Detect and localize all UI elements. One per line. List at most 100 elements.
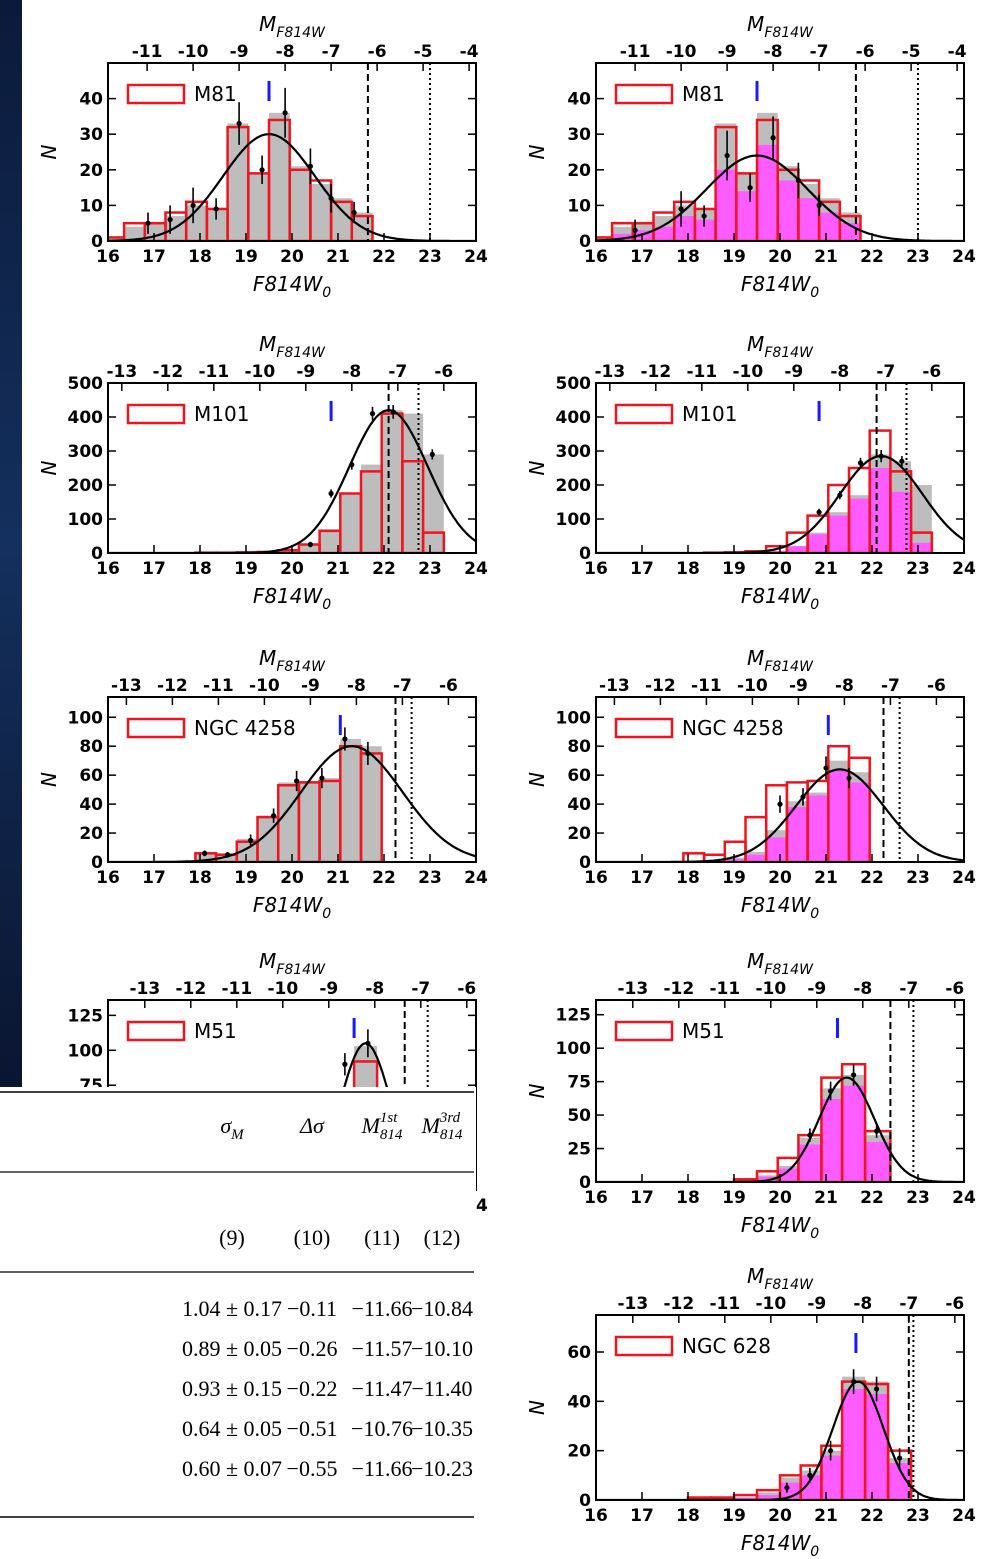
x2-axis-label: MF814W: [747, 332, 814, 361]
x2-axis-label-sub: F814W: [764, 345, 814, 361]
x2-tick-label: -6: [856, 42, 875, 62]
table-header: σM: [220, 1113, 245, 1143]
x-tick-label: 16: [584, 1506, 608, 1526]
x-axis-label-base: F814W: [253, 893, 324, 917]
hist-bar: [278, 550, 299, 553]
x2-tick-label: -8: [365, 979, 384, 999]
y-tick-label: 20: [567, 161, 591, 181]
data-point: [349, 462, 355, 468]
legend-swatch: [614, 1020, 674, 1042]
y-tick-label: 60: [79, 766, 103, 786]
data-point: [365, 750, 371, 757]
x2-tick-label: -7: [393, 676, 412, 696]
y-tick-label: 75: [567, 1073, 591, 1093]
hist-bar: [745, 854, 767, 862]
x-tick-label: 20: [280, 868, 304, 888]
x-tick-label: 19: [722, 1188, 746, 1208]
x2-tick-label: -8: [764, 42, 783, 62]
x2-tick-label: -6: [927, 676, 946, 696]
x-axis-label-base: F814W: [741, 1531, 812, 1555]
hist-bar: [821, 1099, 843, 1182]
x2-tick-label: -7: [411, 979, 430, 999]
x2-tick-label: -9: [319, 979, 338, 999]
hist-bar: [786, 546, 808, 553]
y-tick-label: 0: [91, 544, 103, 564]
table-cell: −11.66: [351, 1296, 412, 1321]
y-tick-label: 0: [91, 232, 103, 252]
data-point: [857, 460, 864, 466]
table-cell: −11.47: [351, 1376, 412, 1401]
x2-tick-label: -11: [620, 42, 651, 62]
data-point: [816, 202, 822, 208]
data-point: [307, 541, 313, 548]
hist-bar: [819, 212, 840, 241]
x-axis-label-base: F814W: [253, 584, 324, 608]
y-tick-label: 20: [79, 161, 103, 181]
x-tick-label: 18: [188, 559, 212, 579]
x2-axis-label: MF814W: [259, 12, 326, 41]
x2-tick-label: -10: [244, 362, 275, 382]
data-point: [328, 490, 334, 497]
x-tick-label: 21: [814, 1506, 838, 1526]
x2-tick-label: -7: [322, 42, 341, 62]
y-tick-label: 100: [68, 510, 104, 530]
x-axis-label-sub: 0: [322, 285, 331, 301]
x2-tick-label: -11: [709, 1294, 740, 1314]
hist-bar: [361, 746, 382, 862]
x2-axis-label-base: M: [747, 332, 764, 356]
x-tick-label: 16: [584, 868, 608, 888]
x-tick-label: 20: [768, 559, 792, 579]
hist-bar: [798, 198, 820, 241]
data-point: [784, 1485, 790, 1491]
table-header-base: σ: [220, 1113, 232, 1138]
hist-bar: [632, 230, 654, 241]
x2-tick-label: -10: [755, 1294, 786, 1314]
legend-label: NGC 628: [682, 1334, 771, 1358]
hist-bar: [757, 144, 778, 241]
x2-tick-label: -10: [267, 979, 298, 999]
data-point: [828, 1088, 834, 1094]
y-tick-label: 10: [567, 196, 591, 216]
x2-tick-label: -9: [807, 979, 826, 999]
y-axis-label: N: [37, 144, 61, 159]
hist-bar: [108, 237, 125, 241]
x-tick-label: 22: [860, 1506, 884, 1526]
hist-bar: [849, 782, 870, 862]
x-tick-label: 24: [464, 247, 488, 267]
x2-axis-label: MF814W: [259, 646, 326, 675]
x-axis-label-base: F814W: [741, 1213, 812, 1237]
y-tick-label: 10: [79, 196, 103, 216]
y-tick-label: 30: [567, 125, 591, 145]
x-tick-label: 23: [906, 559, 930, 579]
hist-bar: [340, 493, 361, 553]
x-tick-label: 24: [464, 868, 488, 888]
hist-bar: [766, 837, 787, 862]
hist-bar: [227, 123, 249, 241]
column-number: (12): [424, 1225, 461, 1250]
x2-tick-label: -11: [709, 979, 740, 999]
x-axis-label-base: F814W: [741, 893, 812, 917]
x2-axis-label-base: M: [747, 646, 764, 670]
x-tick-label: 18: [676, 559, 700, 579]
table-header: Δσ: [299, 1113, 325, 1138]
data-point: [294, 778, 300, 784]
x-tick-label: 22: [372, 868, 396, 888]
x2-tick-label: -9: [301, 676, 320, 696]
x2-axis-label-sub: F814W: [276, 659, 326, 675]
column-number: (9): [219, 1225, 245, 1250]
table-cell: −10.76: [351, 1416, 413, 1441]
table-cell: 1.04 ± 0.17: [182, 1296, 282, 1321]
legend-swatch: [126, 403, 186, 425]
hist-bar: [890, 491, 912, 553]
hist-bar: [807, 795, 829, 862]
x2-tick-label: -12: [645, 676, 676, 696]
y-tick-label: 100: [556, 1039, 592, 1059]
x-axis-label: F814W0: [741, 893, 819, 922]
x2-axis-label-sub: F814W: [764, 25, 814, 41]
x2-tick-label: -11: [132, 42, 163, 62]
table-cell: 0.60 ± 0.07: [182, 1456, 282, 1481]
hist-bar: [911, 542, 932, 553]
x-tick-label: 21: [814, 1188, 838, 1208]
x-tick-label: 22: [372, 559, 396, 579]
y-tick-label: 100: [68, 1041, 104, 1061]
